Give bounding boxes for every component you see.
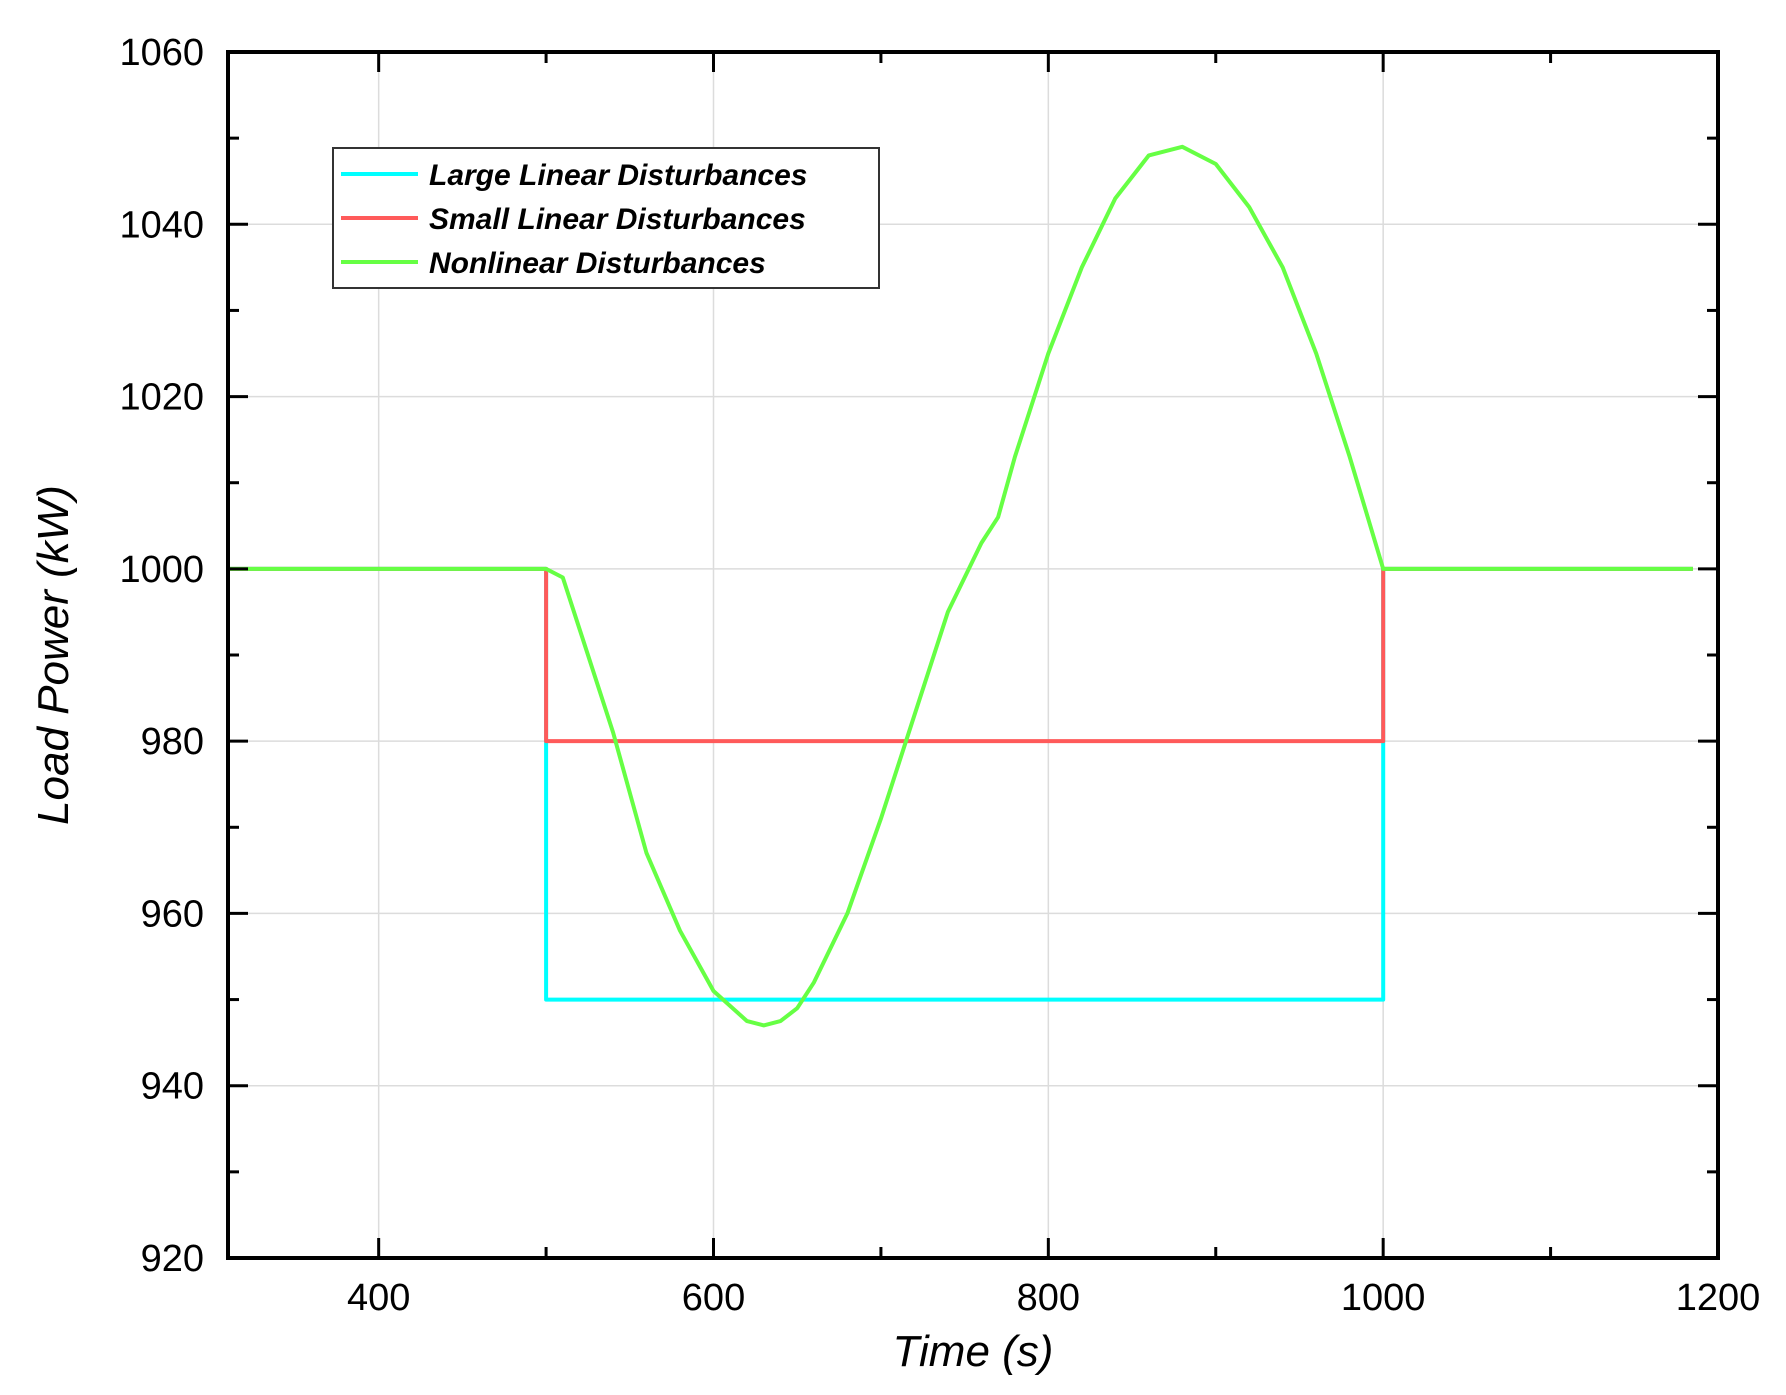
y-tick-label: 980	[141, 721, 204, 763]
y-tick-label: 920	[141, 1238, 204, 1280]
y-tick-label: 940	[141, 1066, 204, 1108]
legend-label: Large Linear Disturbances	[429, 159, 807, 192]
x-tick-labels: 400 600 800 1000 1200	[347, 1277, 1760, 1319]
y-tick-label: 1000	[119, 549, 204, 591]
x-tick-label: 400	[347, 1277, 410, 1319]
series-line-nonlinear-disturbances	[228, 144, 1693, 1028]
x-tick-label: 1000	[1341, 1277, 1426, 1319]
y-tick-label: 1060	[119, 32, 204, 74]
y-tick-label: 1020	[119, 377, 204, 419]
x-tick-label: 600	[682, 1277, 745, 1319]
series-layer	[228, 144, 1693, 1028]
series-line-large-linear-disturbances	[228, 566, 1693, 1002]
x-tick-label: 800	[1017, 1277, 1080, 1319]
axis-ticks	[228, 50, 1720, 1260]
legend-label: Small Linear Disturbances	[429, 203, 806, 236]
y-tick-label: 960	[141, 893, 204, 935]
y-tick-label: 1040	[119, 204, 204, 246]
y-tick-labels: 920 940 960 980 1000 1020 1040 1060	[119, 32, 204, 1280]
legend-box	[332, 147, 880, 289]
x-tick-label: 1200	[1676, 1277, 1761, 1319]
legend: Large Linear Disturbances Small Linear Di…	[332, 147, 880, 289]
series-line-small-linear-disturbances	[228, 566, 1693, 744]
x-axis-title: Time (s)	[893, 1327, 1054, 1376]
legend-label: Nonlinear Disturbances	[429, 247, 766, 280]
y-axis-title: Load Power (kW)	[29, 485, 78, 825]
